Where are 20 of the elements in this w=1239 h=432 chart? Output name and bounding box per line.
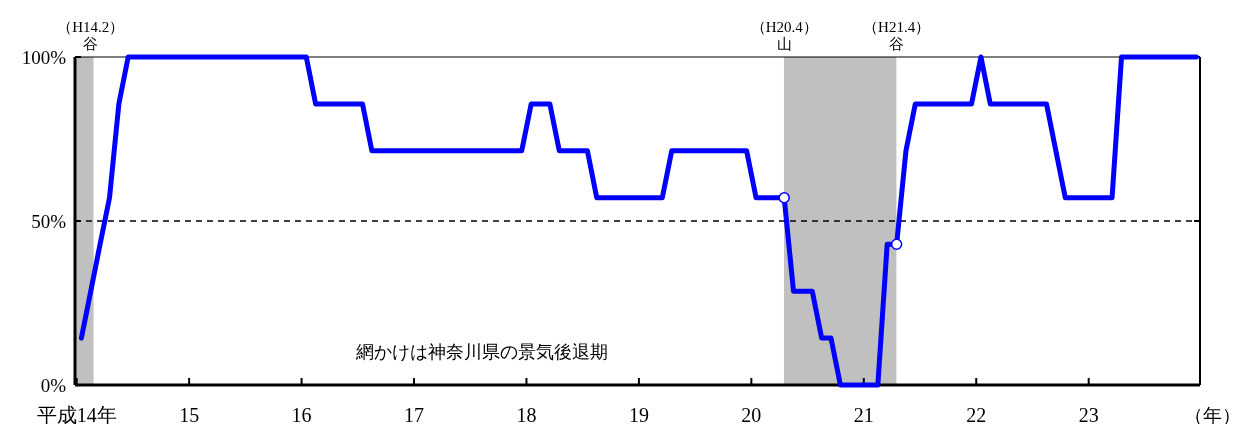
y-tick-label: 50% — [31, 211, 67, 232]
annotation: 山 — [776, 36, 792, 52]
x-tick-label: 18 — [516, 404, 537, 426]
x-tick-label: 19 — [628, 404, 649, 426]
y-tick-label: 100% — [21, 47, 67, 68]
annotation: 網かけは神奈川県の景気後退期 — [355, 342, 609, 362]
x-tick-label: 平成14年 — [36, 404, 117, 426]
x-tick-label: 16 — [291, 404, 312, 426]
annotation: 谷 — [889, 36, 905, 52]
y-tick-label: 0% — [40, 375, 67, 396]
x-tick-label: 15 — [179, 404, 200, 426]
x-tick-label: 22 — [966, 404, 987, 426]
x-tick-label: 21 — [853, 404, 874, 426]
x-tick-label: 17 — [404, 404, 425, 426]
annotation: （H21.4） — [863, 19, 931, 35]
annotation: （H20.4） — [750, 19, 818, 35]
x-tick-label: 23 — [1078, 404, 1099, 426]
annotation: 谷 — [83, 36, 99, 52]
x-tick-label: 20 — [741, 404, 762, 426]
annotation: （H14.2） — [57, 19, 125, 35]
